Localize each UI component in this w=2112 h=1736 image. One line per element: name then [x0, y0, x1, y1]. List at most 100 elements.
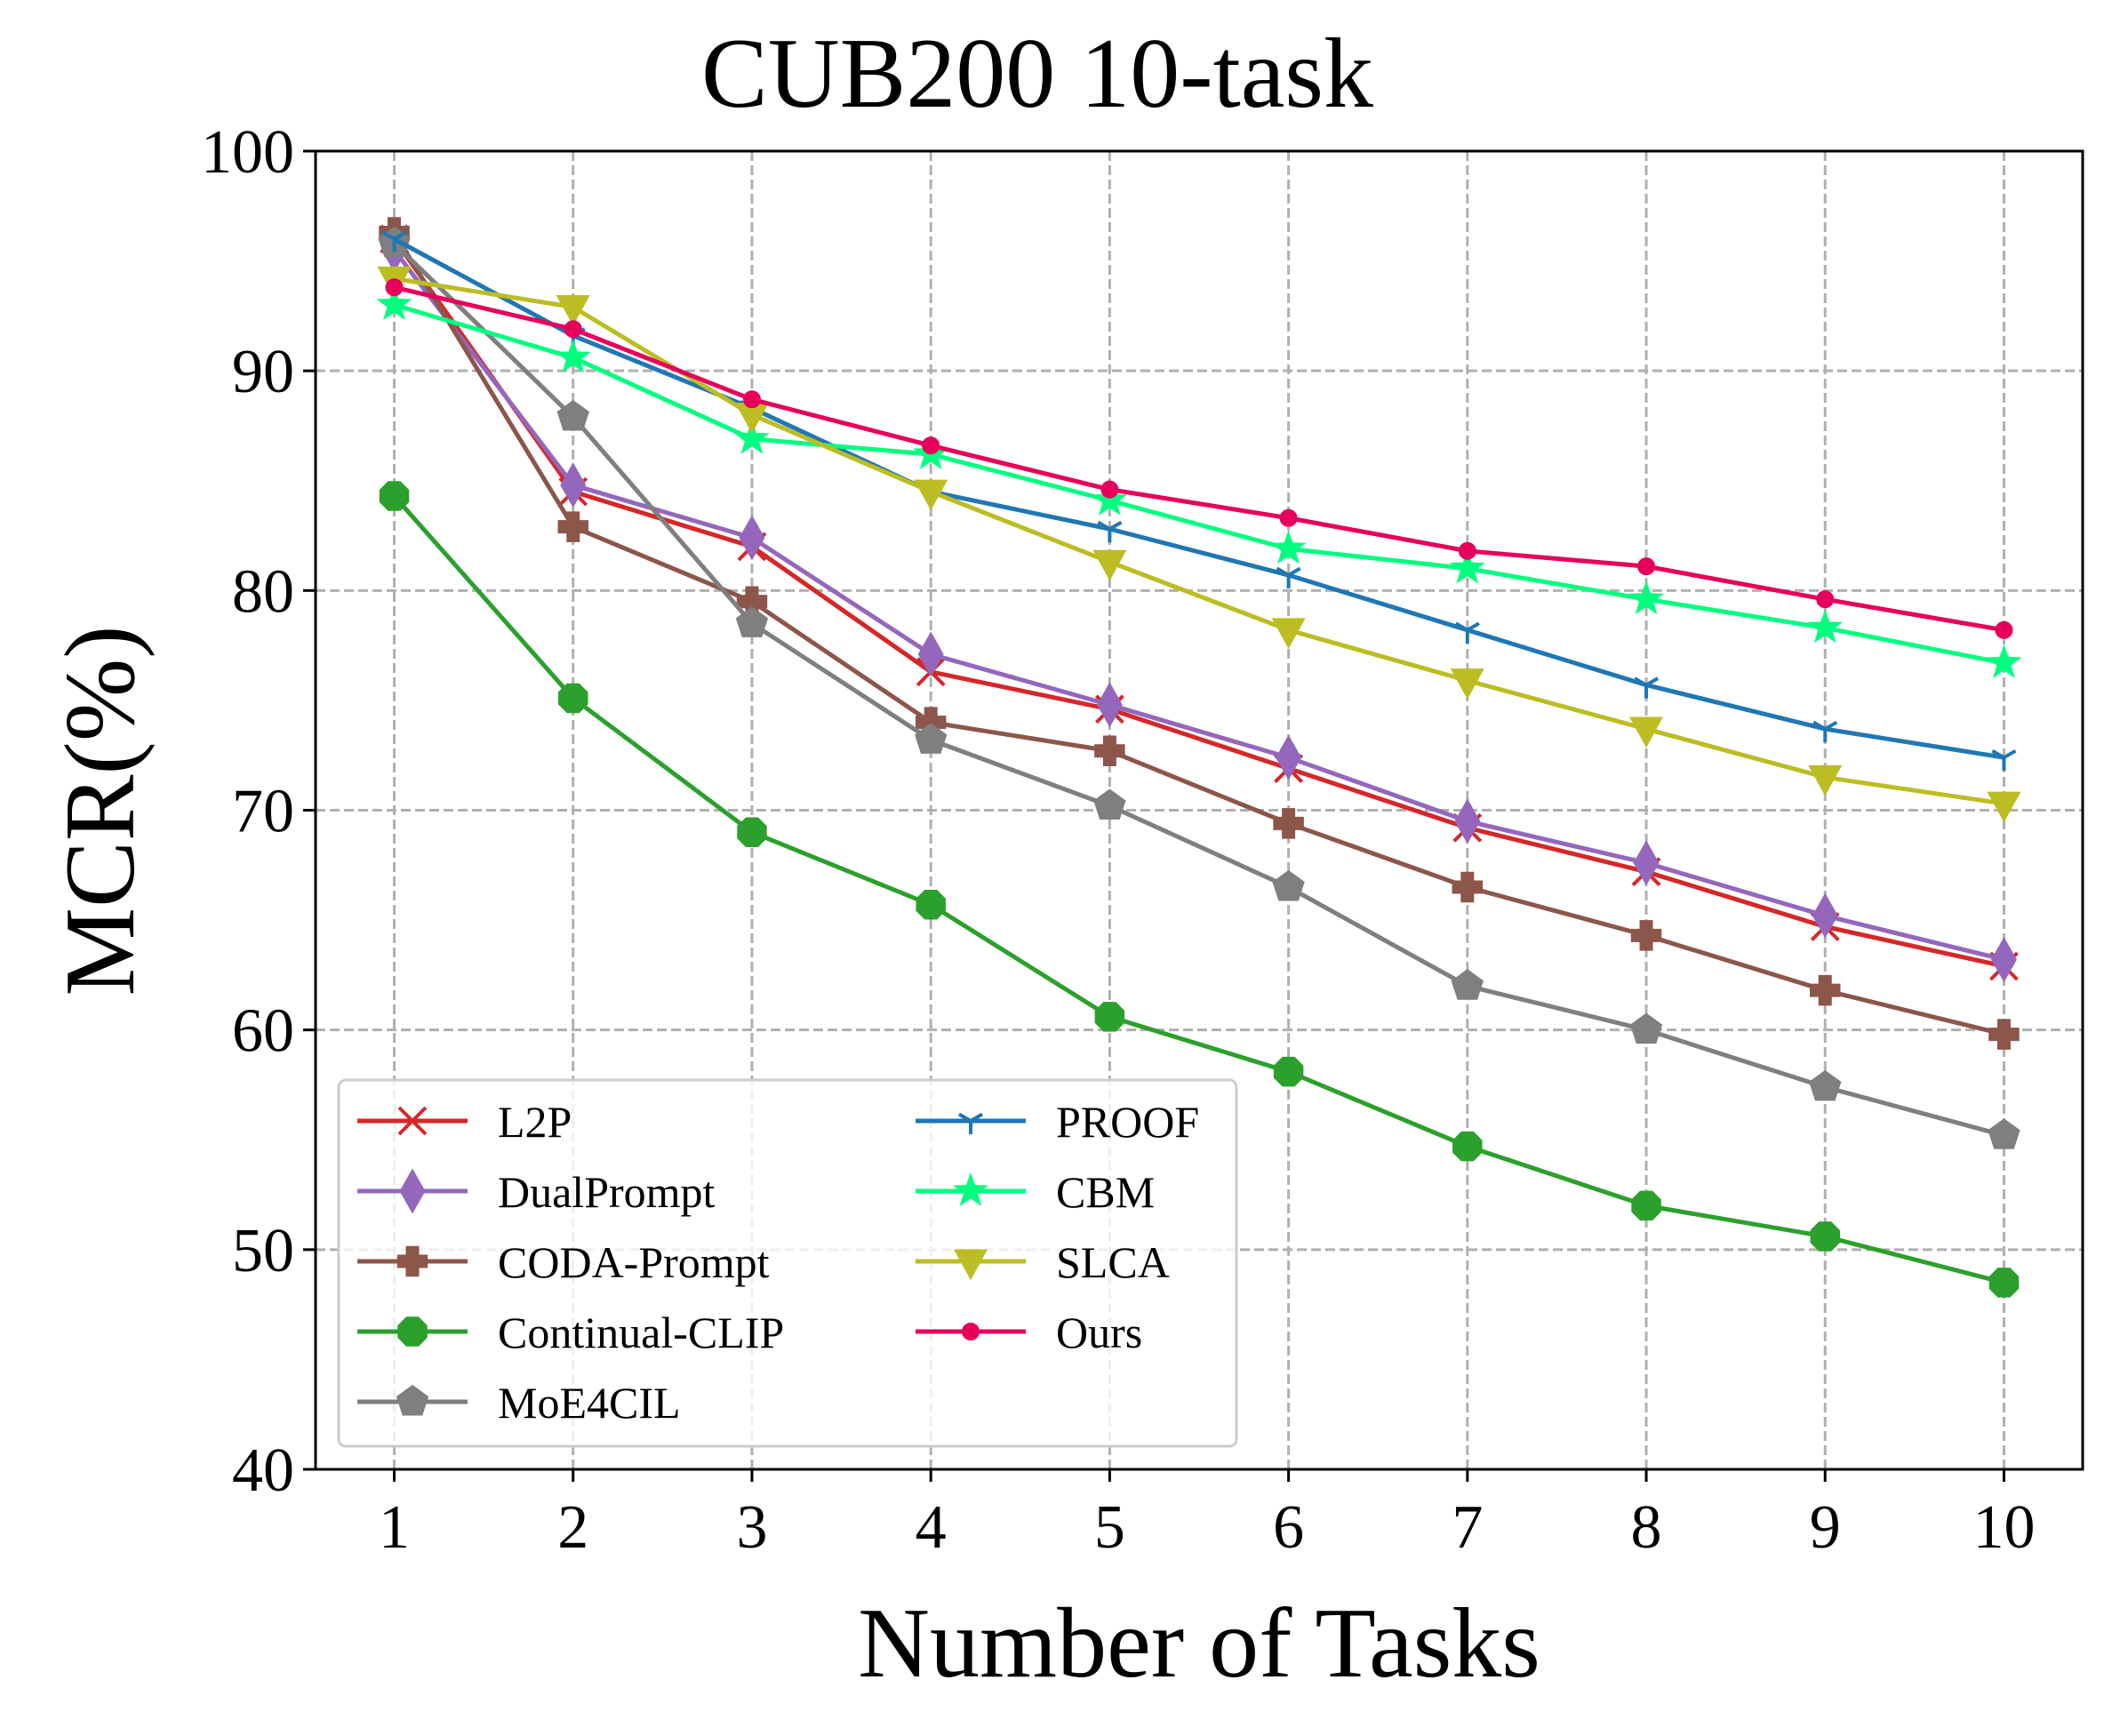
slca-point [914, 479, 948, 511]
legend-marker [396, 1245, 428, 1277]
moe4cil-point [1809, 1069, 1842, 1101]
dualprompt-point [1812, 892, 1838, 939]
series-moe4cil [378, 226, 2020, 1149]
cbm-point [1986, 644, 2022, 678]
ours-point [1637, 557, 1656, 576]
dualprompt-line [392, 248, 2005, 962]
ours-point [385, 278, 404, 297]
continual-clip-point [1988, 1268, 2020, 1298]
coda-prompt-point [1273, 808, 1304, 839]
coda-prompt-point [1988, 1019, 2020, 1050]
ours-point [564, 320, 582, 339]
x-tick-label: 3 [736, 1493, 767, 1562]
x-tick-label: 4 [916, 1493, 947, 1562]
legend-label: L2P [498, 1097, 572, 1147]
x-tick-label: 10 [1972, 1493, 2035, 1562]
legend-label: CODA-Prompt [498, 1237, 770, 1287]
dualprompt-point [1096, 682, 1123, 728]
moe4cil-point [1988, 1118, 2020, 1149]
moe4cil-point [735, 606, 769, 637]
ours-point [742, 390, 761, 409]
dualprompt-point [917, 631, 944, 677]
dualprompt-point [739, 515, 765, 561]
continual-clip-point [737, 817, 767, 847]
coda-prompt-point [1630, 920, 1662, 951]
legend-marker [953, 1249, 988, 1281]
series-ours [385, 278, 2013, 639]
dualprompt-point [560, 462, 587, 508]
y-tick-label: 50 [232, 1217, 294, 1285]
slca-point [1271, 618, 1306, 649]
legend-label: SLCA [1056, 1237, 1170, 1287]
ours-point [1100, 480, 1119, 499]
legend-marker [953, 1172, 988, 1206]
legend-label: Continual-CLIP [498, 1308, 784, 1357]
x-tick-label: 6 [1273, 1493, 1304, 1562]
y-tick-label: 60 [232, 997, 294, 1066]
proof-line [393, 236, 2004, 760]
y-tick-label: 40 [232, 1436, 294, 1505]
moe4cil-point [1629, 1012, 1663, 1044]
cbm-point [1092, 482, 1128, 516]
continual-clip-point [1631, 1190, 1661, 1221]
coda-prompt-point [1094, 735, 1125, 767]
ours-point [1995, 620, 2013, 639]
cbm-point [1449, 549, 1485, 584]
ours-point [1279, 508, 1298, 527]
moe4cil-point [1272, 869, 1305, 901]
legend-item-ours: Ours [916, 1308, 1142, 1357]
legend-label: Ours [1056, 1308, 1142, 1357]
legend-box [337, 1078, 1238, 1448]
x-tick-label: 9 [1810, 1493, 1841, 1562]
legend-marker [957, 1112, 984, 1134]
series-slca [377, 266, 2021, 823]
legend-marker [396, 1384, 429, 1416]
continual-clip-point [1094, 1002, 1125, 1032]
y-tick-label: 90 [232, 338, 294, 406]
x-tick-label: 8 [1631, 1493, 1662, 1562]
continual-clip-point [1452, 1131, 1483, 1162]
moe4cil-point [556, 399, 589, 431]
proof-point [1633, 676, 1660, 699]
legend-marker [962, 1323, 980, 1340]
coda-prompt-point [557, 511, 588, 542]
cbm-line [393, 302, 2004, 666]
proof-point [1454, 621, 1480, 644]
continual-clip-point [1810, 1221, 1840, 1252]
series-coda-prompt [379, 217, 2020, 1050]
y-tick-label: 70 [232, 778, 294, 846]
series-continual-clip [379, 481, 2020, 1298]
legend-item-cbm: CBM [916, 1167, 1155, 1217]
proof-point [1097, 520, 1123, 543]
coda-prompt-point [1452, 871, 1484, 903]
slca-line [394, 276, 2004, 806]
slca-point [556, 294, 590, 326]
legend-item-coda-prompt: CODA-Prompt [357, 1237, 770, 1287]
slca-point [1450, 668, 1484, 700]
x-tick-label: 5 [1094, 1493, 1125, 1562]
proof-point [1812, 720, 1838, 743]
legend-marker [399, 1168, 426, 1214]
x-tick-label: 1 [379, 1493, 410, 1562]
legend-item-l2p: L2P [357, 1097, 572, 1147]
legend-item-proof: PROOF [916, 1097, 1199, 1147]
moe4cil-point [915, 723, 948, 754]
dualprompt-point [1276, 734, 1302, 780]
continual-clip-point [916, 890, 946, 920]
cbm-point [734, 420, 770, 454]
legend-label: PROOF [1056, 1097, 1199, 1147]
cbm-point [1628, 580, 1664, 615]
x-tick-label: 7 [1452, 1493, 1483, 1562]
proof-point [381, 230, 407, 252]
dualprompt-point [1454, 798, 1481, 844]
proof-point [1276, 566, 1301, 589]
dualprompt-point [1990, 937, 2017, 983]
series-group [376, 217, 2022, 1298]
ours-point [922, 436, 940, 455]
slca-point [1628, 716, 1664, 748]
ours-point [1458, 541, 1476, 560]
moe4cil-point [1093, 788, 1126, 820]
slca-point [1808, 764, 1843, 796]
cbm-point [1270, 530, 1307, 564]
continual-clip-point [1273, 1056, 1304, 1087]
